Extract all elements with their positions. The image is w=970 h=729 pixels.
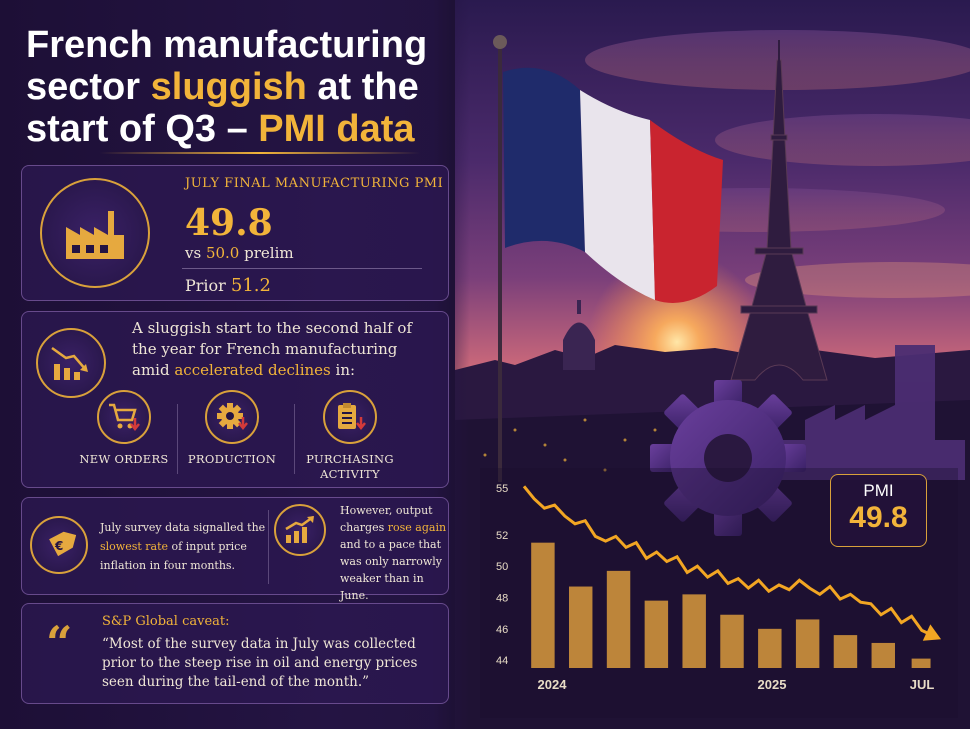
bar [644, 600, 669, 668]
gear-icon [217, 403, 248, 431]
bar [682, 594, 706, 668]
headline-text-1: French manufacturing sector [26, 24, 428, 108]
pmi-badge-value: 49.8 [849, 501, 908, 534]
headline-highlight-2: PMI data [258, 108, 415, 150]
rising-chart-icon-ring [274, 504, 326, 556]
declining-chart-icon-ring [36, 328, 106, 398]
output-charges-text-1: However, output charges [340, 504, 433, 534]
purchasing-icon-ring [323, 390, 377, 444]
bar [911, 658, 931, 668]
x-axis-label: 2025 [758, 677, 787, 692]
headline-underline [100, 152, 420, 154]
input-price-text-1: July survey data signalled the [100, 521, 266, 534]
trend-line [522, 485, 933, 637]
shopping-cart-icon [109, 403, 140, 432]
prelim-value: 50.0 [205, 244, 240, 262]
bar [833, 635, 858, 668]
y-tick-label: 55 [496, 483, 508, 495]
output-charges-text: However, output charges rose again and t… [340, 502, 450, 604]
x-axis-label: 2024 [538, 677, 568, 692]
svg-text:€: € [54, 539, 63, 553]
prior-label: Prior [185, 276, 231, 295]
y-tick-label: 50 [496, 561, 508, 573]
trend-arrow [922, 624, 942, 641]
caveat-body: “Most of the survey data in July was col… [102, 636, 418, 690]
headline-text-2: at the start of Q3 – [26, 66, 419, 150]
rising-chart-icon [285, 515, 314, 543]
prelim-suffix: prelim [239, 244, 294, 262]
caveat-title: S&P Global caveat: [102, 614, 230, 629]
bar [531, 542, 555, 668]
input-price-text-2: of input price inflation in four months. [100, 540, 247, 572]
euro-tag-icon-ring: € [30, 516, 88, 574]
bar [606, 570, 631, 668]
prices-separator [268, 510, 269, 584]
bars [531, 542, 931, 668]
pmi-badge: PMI 49.8 [830, 474, 927, 547]
y-tick-label: 46 [496, 624, 508, 636]
y-tick-label: 44 [496, 655, 508, 667]
bar [720, 614, 744, 668]
pmi-chart: 55 52 50 48 46 44 2024 2025 JUL [480, 468, 958, 718]
purchasing-label: PURCHASING ACTIVITY [306, 452, 394, 481]
declining-chart-icon [51, 346, 88, 380]
declines-card: A sluggish start to the second half of t… [21, 311, 449, 488]
y-axis-ticks: 55 52 50 48 46 44 [496, 483, 508, 667]
pmi-card-divider [182, 268, 422, 269]
x-axis-label: JUL [910, 677, 935, 692]
pmi-card: JULY FINAL MANUFACTURING PMI 49.8 vs 50.… [21, 165, 449, 301]
bar [569, 586, 593, 668]
prelim-line: vs 50.0 prelim [185, 244, 294, 262]
new-orders-icon-ring [97, 390, 151, 444]
pmi-badge-label: PMI [863, 481, 894, 500]
bar [871, 642, 895, 668]
factory-icon [66, 211, 124, 259]
headline-highlight-1: sluggish [150, 66, 307, 108]
separator-2 [294, 404, 295, 474]
output-charges-highlight: rose again [387, 521, 447, 534]
caveat-card: “ S&P Global caveat: “Most of the survey… [21, 603, 449, 704]
factory-icon-ring [40, 178, 150, 288]
output-charges-text-2: and to a pace that was only narrowly wea… [340, 538, 442, 602]
declines-text-1: A sluggish start to the second half of t… [132, 319, 413, 379]
y-tick-label: 52 [496, 530, 508, 542]
production-label: PRODUCTION [187, 452, 277, 466]
separator-1 [177, 404, 178, 474]
declines-highlight: accelerated declines [174, 361, 331, 379]
new-orders-item: NEW ORDERS [64, 390, 184, 467]
input-price-highlight: slowest rate [100, 540, 169, 553]
pmi-card-label: JULY FINAL MANUFACTURING PMI [185, 176, 444, 191]
prior-value: 51.2 [230, 275, 271, 296]
euro-price-tag-icon: € [49, 531, 76, 557]
pmi-value: 49.8 [185, 202, 273, 244]
declines-text: A sluggish start to the second half of t… [132, 318, 432, 381]
declines-text-2: in: [330, 361, 356, 379]
prices-card: € July survey data signalled the slowest… [21, 497, 449, 602]
clipboard-icon [338, 403, 366, 431]
x-axis-labels: 2024 2025 JUL [538, 677, 935, 692]
production-item: PRODUCTION [172, 390, 292, 467]
purchasing-item: PURCHASING ACTIVITY [290, 390, 410, 482]
bar [795, 619, 820, 668]
y-tick-label: 48 [496, 593, 508, 605]
prior-line: Prior 51.2 [185, 275, 271, 296]
headline: French manufacturing sector sluggish at … [26, 24, 446, 150]
input-price-text: July survey data signalled the slowest r… [100, 518, 275, 575]
left-panel: French manufacturing sector sluggish at … [0, 0, 470, 729]
new-orders-label: NEW ORDERS [79, 452, 169, 466]
vs-prefix: vs [185, 244, 206, 262]
quote-icon: “ [46, 616, 73, 670]
bar [758, 628, 782, 668]
production-icon-ring [205, 390, 259, 444]
